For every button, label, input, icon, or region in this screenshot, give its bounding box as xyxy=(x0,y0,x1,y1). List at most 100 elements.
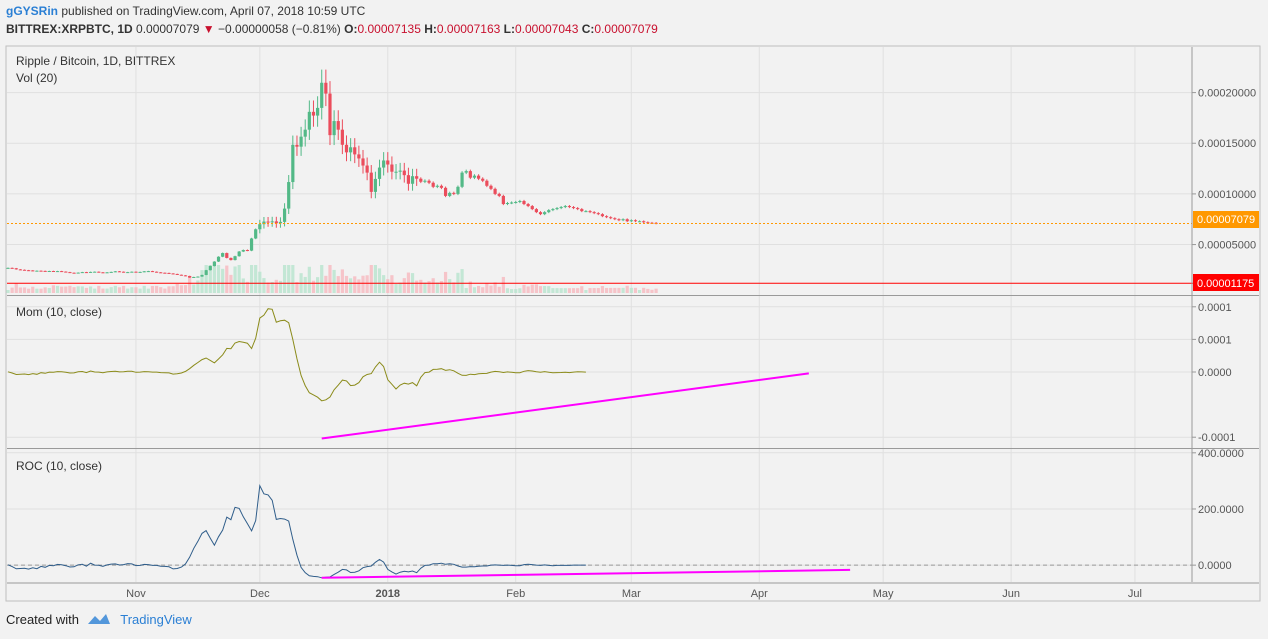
candle-body xyxy=(183,275,188,277)
author-link[interactable]: gGYSRin xyxy=(6,4,59,18)
volume-bar xyxy=(76,286,80,293)
candle-body xyxy=(68,272,72,274)
candle-body xyxy=(324,82,328,94)
candle-body xyxy=(150,271,155,273)
volume-bar xyxy=(266,282,270,293)
candle-body xyxy=(592,212,596,214)
roc-title: ROC (10, close) xyxy=(16,459,102,473)
candle-body xyxy=(249,238,254,251)
candle-body xyxy=(274,221,278,224)
volume-bar xyxy=(567,288,572,293)
price-tick-label: 0.00015000 xyxy=(1198,138,1256,150)
candle-body xyxy=(373,178,377,192)
candle-body xyxy=(241,250,245,252)
candle-body xyxy=(588,211,592,213)
candle-body xyxy=(402,170,406,176)
volume-bar xyxy=(596,288,600,293)
volume-bar xyxy=(113,285,117,293)
volume-bar xyxy=(489,285,493,293)
volume-bar xyxy=(423,282,427,293)
volume-bar xyxy=(225,265,229,293)
indicator-tick-label: 0.0000 xyxy=(1198,367,1232,379)
volume-bar xyxy=(18,287,22,293)
candle-body xyxy=(600,214,605,217)
volume-bar xyxy=(501,276,505,293)
candle-body xyxy=(398,170,402,172)
candle-body xyxy=(497,193,501,196)
indicator-tick-label: 0.0001 xyxy=(1198,334,1232,346)
volume-bar xyxy=(43,287,47,293)
volume-bar xyxy=(485,282,489,293)
volume-bar xyxy=(80,286,84,293)
candle-body xyxy=(142,271,146,273)
candle-body xyxy=(35,270,39,272)
candle-body xyxy=(481,178,485,181)
candle-body xyxy=(10,267,14,269)
volume-bar xyxy=(332,269,336,293)
axes: Nov Dec 2018 Feb Mar Apr May Jun Jul 0.00005000 0.… xyxy=(7,47,1259,600)
candle-body xyxy=(613,218,617,220)
volume-bar xyxy=(200,270,204,293)
volume-bar xyxy=(349,278,353,293)
volume-bar xyxy=(212,265,216,293)
volume-bar xyxy=(245,281,250,293)
symbol-label: BITTREX:XRPBTC, 1D xyxy=(6,22,133,36)
last-price: 0.00007079 xyxy=(136,22,200,36)
candle-body xyxy=(353,147,357,155)
open-label: O: xyxy=(344,22,358,36)
candle-body xyxy=(287,182,291,209)
x-tick-label: Jun xyxy=(1002,588,1020,600)
high-label: H: xyxy=(424,22,437,36)
candle-body xyxy=(266,221,270,223)
volume-bar xyxy=(101,288,105,293)
candle-body xyxy=(427,180,431,183)
volume-bar xyxy=(406,272,411,293)
volume-bar xyxy=(311,280,316,293)
candle-body xyxy=(254,229,258,239)
volume-bar xyxy=(10,287,14,293)
volume-bar xyxy=(344,275,349,293)
publish-text: published on TradingView.com, April 07, … xyxy=(61,4,366,18)
candle-body xyxy=(431,182,435,187)
volume-bar xyxy=(398,282,402,293)
candle-body xyxy=(311,111,316,116)
volume-bar xyxy=(555,288,559,293)
candle-body xyxy=(646,222,650,224)
candle-body xyxy=(233,256,237,261)
main-pane-title: Ripple / Bitcoin, 1D, BITTREX xyxy=(16,54,175,68)
volume-bar xyxy=(522,284,526,293)
volume-bar xyxy=(146,288,150,293)
candle-body xyxy=(448,192,452,196)
candle-body xyxy=(637,221,642,223)
candle-body xyxy=(485,180,489,186)
candle-body xyxy=(200,274,204,277)
hline-badge-text: 0.00001175 xyxy=(1197,278,1254,290)
tradingview-link[interactable]: TradingView xyxy=(120,612,192,627)
volume-bar xyxy=(159,287,163,293)
volume-bar xyxy=(419,279,423,293)
candle-body xyxy=(14,268,18,270)
candle-body xyxy=(559,207,563,209)
volume-bar xyxy=(221,268,225,293)
volume-bar xyxy=(97,285,101,293)
candle-body xyxy=(237,251,241,257)
volume-bar xyxy=(576,288,580,293)
volume-bar xyxy=(258,271,262,293)
candle-body xyxy=(39,270,43,272)
candle-body xyxy=(563,206,567,208)
candle-body xyxy=(130,271,134,273)
volume-bar xyxy=(592,288,596,293)
indicator-line xyxy=(7,308,586,402)
candle-body xyxy=(415,176,419,179)
candle-body xyxy=(349,147,353,153)
publish-info: gGYSRin published on TradingView.com, Ap… xyxy=(6,4,365,18)
volume-bar xyxy=(472,287,477,293)
volume-bar xyxy=(316,277,320,293)
volume-bar xyxy=(155,285,159,293)
candle-body xyxy=(155,271,159,273)
candle-body xyxy=(365,165,369,173)
candle-body xyxy=(303,129,307,137)
volume-bar xyxy=(547,286,551,293)
close-label: C: xyxy=(581,22,595,36)
